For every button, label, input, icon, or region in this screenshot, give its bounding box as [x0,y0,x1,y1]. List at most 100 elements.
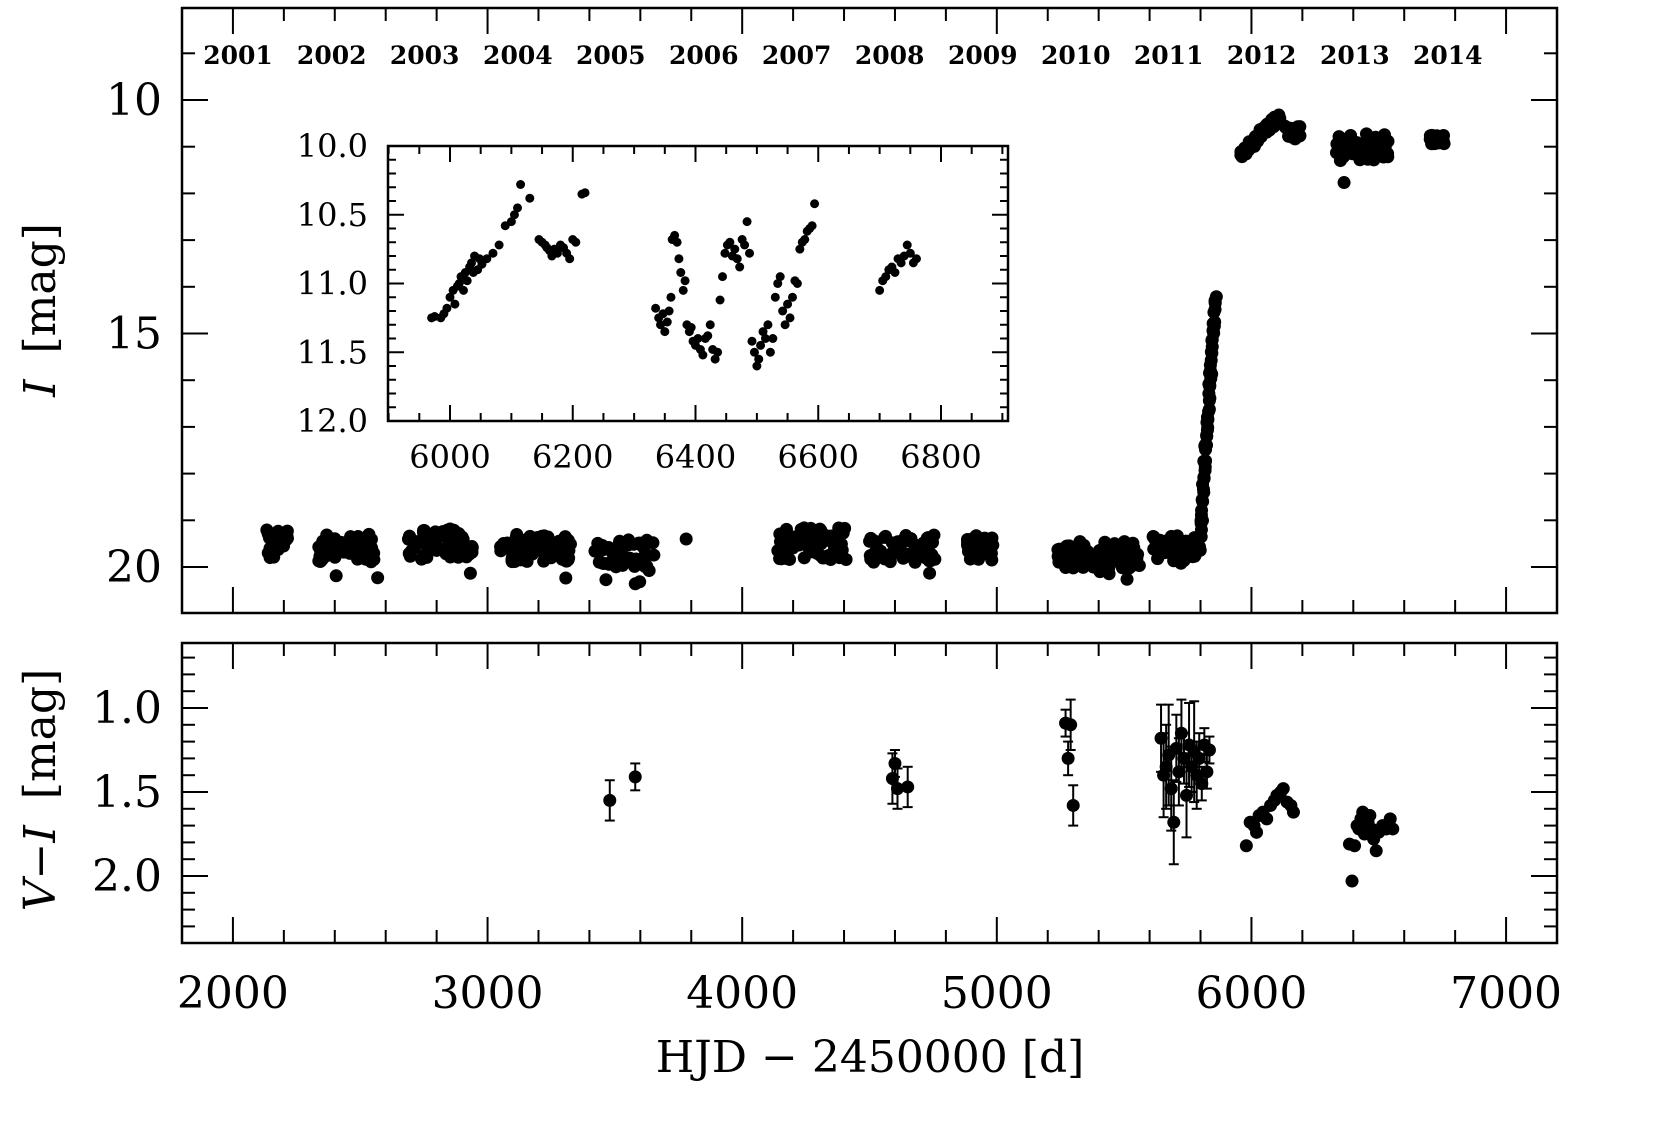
color-index-point [1239,839,1253,853]
year-label: 2009 [948,41,1018,70]
top-panel-points [260,108,1451,591]
inset-data-point [749,347,759,357]
data-point [312,554,326,568]
inset-y-tick-label: 11.0 [297,265,368,303]
inset-data-point [693,334,703,343]
y-tick-label: 15 [106,309,162,360]
inset-data-point [450,299,460,309]
top-y-axis-variable: I [15,378,66,398]
year-label: 2001 [203,41,273,70]
inset-data-point [672,237,682,247]
year-label: 2007 [762,41,832,70]
inset-data-point [768,334,778,343]
inset-data-point [459,285,469,295]
inset-y-tick-label: 11.5 [297,333,368,371]
y-tick-label: 20 [106,542,162,593]
color-index-point [603,793,617,807]
data-point [1086,553,1100,567]
color-index-point [1348,839,1362,853]
data-point [371,571,385,585]
inset-data-point [773,279,783,288]
data-point [1293,120,1307,134]
color-index-point [1064,718,1078,732]
data-point [595,543,609,557]
data-point [271,524,285,538]
inset-data-point [666,292,676,302]
inset-data-point [703,331,713,341]
inset-panel-points [427,180,921,371]
bottom-y-axis-variable: V−I [15,824,66,912]
inset-data-point [552,248,562,258]
year-label: 2004 [483,41,553,70]
bottom-panel-ticks [182,643,1557,943]
data-point [1337,176,1351,190]
data-point [597,556,611,570]
inset-data-point [571,237,581,247]
color-index-point [1195,777,1209,791]
year-label: 2010 [1041,41,1111,70]
data-point [1381,134,1395,148]
data-point [1120,572,1134,586]
color-index-point [891,782,905,796]
inset-data-point [735,262,745,272]
data-point [1332,138,1346,152]
color-index-point [1386,822,1400,836]
inset-data-point [770,292,780,302]
data-point [832,551,846,565]
inset-x-tick-label: 6400 [655,438,736,476]
bottom-y-axis-unit: [mag] [15,669,66,799]
data-point [446,536,460,550]
inset-data-point [715,295,725,305]
inset-data-point [678,285,688,295]
data-point [909,539,923,553]
year-label: 2011 [1134,41,1204,70]
data-point [494,540,508,554]
inset-x-tick-label: 6600 [778,438,859,476]
data-point [613,541,627,555]
inset-data-point [792,279,802,288]
data-point [1059,539,1073,553]
color-index-point [628,770,642,784]
year-labels: 2001 2002 2003 2004 2005 2006 2007 2008 2009 2010… [203,41,1482,70]
inset-data-point [763,320,773,330]
inset-data-point [765,347,775,357]
data-point [599,573,613,587]
data-point [549,537,563,551]
data-point [1359,127,1373,141]
data-point [1425,128,1439,142]
data-point [638,560,652,574]
inset-data-point [881,272,891,282]
data-point [679,532,693,546]
inset-data-point [778,306,788,316]
bottom-panel-frame [180,641,1559,945]
inset-y-tick-label: 12.0 [297,402,368,440]
data-point [647,548,661,562]
data-point [507,549,521,563]
color-index-point [1369,844,1383,858]
inset-data-point [676,268,686,277]
inset-data-point [740,240,750,250]
data-point [1124,549,1138,563]
inset-data-point [754,354,764,364]
bottom-y-axis-title: V−I [mag] [15,669,66,911]
x-tick-label: 3000 [432,968,544,1019]
inset-data-point [783,299,793,309]
data-point [797,551,811,565]
inset-data-point [720,248,730,258]
data-point [261,527,275,541]
data-point [892,546,906,560]
inset-data-point [509,210,519,220]
inset-data-point [482,254,492,264]
color-index-point [1383,812,1397,826]
data-point [417,523,431,537]
inset-data-point [698,350,708,360]
color-index-point [1200,765,1214,779]
inset-data-point [902,240,912,250]
data-point [431,542,445,556]
data-point [362,537,376,551]
y-tick-label: 2.0 [92,851,162,902]
data-point [863,549,877,563]
color-index-point [1167,815,1181,829]
data-point [507,537,521,551]
